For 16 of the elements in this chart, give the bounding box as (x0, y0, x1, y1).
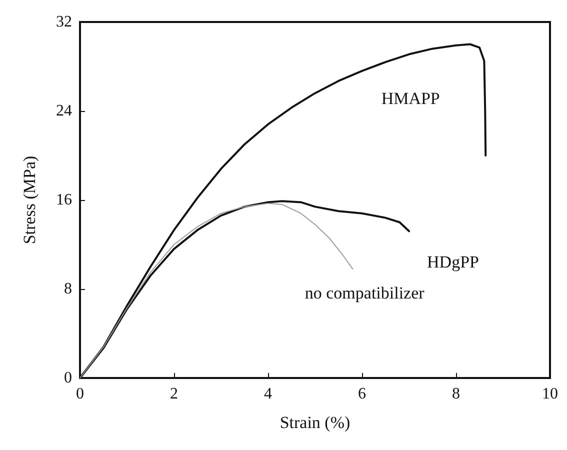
x-tick-label: 8 (452, 386, 460, 402)
y-tick-label: 32 (56, 14, 72, 30)
y-axis-title: Stress (MPa) (20, 156, 39, 244)
series-label: HDgPP (427, 252, 479, 272)
x-tick-label: 6 (358, 386, 366, 402)
x-tick-label: 2 (170, 386, 178, 402)
x-tick-label: 10 (542, 386, 558, 402)
x-axis-title: Strain (%) (280, 413, 350, 432)
x-tick-label: 0 (76, 386, 84, 402)
y-tick-label: 16 (56, 192, 72, 208)
series-label: no compatibilizer (304, 283, 425, 302)
y-tick-label: 0 (64, 370, 72, 386)
x-tick-label: 4 (264, 386, 272, 402)
y-tick-label: 24 (56, 102, 72, 120)
y-tick-label: 8 (64, 280, 72, 298)
series-label: HMAPP (381, 89, 440, 108)
